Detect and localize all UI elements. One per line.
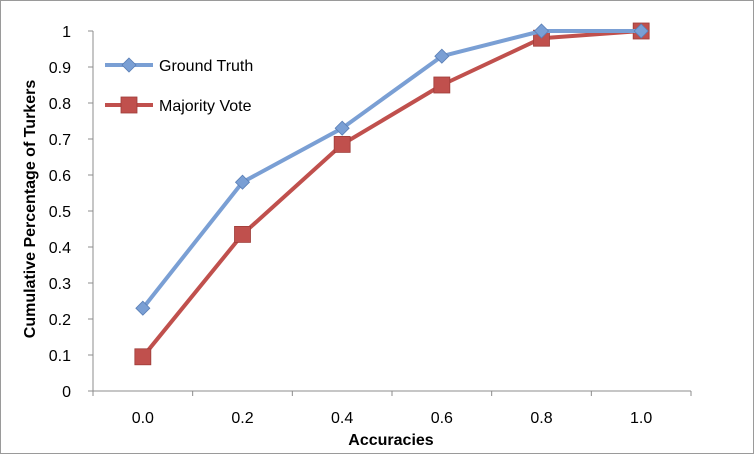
data-point bbox=[234, 225, 251, 243]
legend-swatch-marker bbox=[120, 96, 138, 114]
y-tick-label: 0.9 bbox=[49, 60, 71, 77]
x-tick-label: 1.0 bbox=[630, 410, 652, 427]
y-tick-labels: 0 0.1 0.2 0.3 0.4 0.5 0.6 0.7 0.8 0.9 1 bbox=[49, 24, 93, 401]
y-tick-label: 0.4 bbox=[49, 240, 71, 257]
x-tick-label: 0.2 bbox=[231, 410, 253, 427]
y-tick-label: 1 bbox=[62, 24, 71, 41]
data-point bbox=[234, 174, 251, 190]
legend-item: Majority Vote bbox=[105, 96, 252, 115]
data-point bbox=[533, 23, 550, 39]
legend-label: Ground Truth bbox=[159, 58, 253, 75]
y-axis-title: Cumulative Percentage of Turkers bbox=[22, 80, 39, 339]
y-tick-label: 0.6 bbox=[49, 168, 71, 185]
legend-item: Ground Truth bbox=[105, 57, 253, 75]
x-tick-label: 0.4 bbox=[331, 410, 353, 427]
data-point bbox=[433, 76, 451, 94]
y-tick-label: 0 bbox=[62, 384, 71, 401]
legend: Ground Truth Majority Vote bbox=[105, 57, 253, 115]
axes bbox=[92, 31, 691, 392]
data-point bbox=[434, 48, 450, 64]
legend-label: Majority Vote bbox=[159, 98, 252, 115]
legend-swatch-marker bbox=[121, 57, 137, 73]
series-group bbox=[134, 22, 650, 366]
x-axis-title: Accuracies bbox=[348, 432, 433, 449]
data-point bbox=[633, 23, 649, 39]
data-point bbox=[134, 348, 152, 366]
y-tick-label: 0.2 bbox=[49, 312, 71, 329]
y-tick-label: 0.1 bbox=[49, 348, 71, 365]
x-tick-label: 0.8 bbox=[530, 410, 552, 427]
x-tick-label: 0.0 bbox=[132, 410, 154, 427]
y-tick-label: 0.3 bbox=[49, 276, 71, 293]
y-tick-label: 0.8 bbox=[49, 96, 71, 113]
series-line bbox=[141, 29, 642, 359]
series-ground-truth bbox=[135, 23, 649, 316]
series-majority-vote bbox=[134, 22, 650, 366]
data-point bbox=[334, 120, 350, 136]
y-tick-label: 0.5 bbox=[49, 204, 71, 221]
y-tick-label: 0.7 bbox=[49, 132, 71, 149]
x-tick-labels: 0.0 0.2 0.4 0.6 0.8 1.0 bbox=[92, 391, 692, 427]
data-point bbox=[333, 135, 351, 153]
x-tick-label: 0.6 bbox=[431, 410, 453, 427]
data-point bbox=[135, 300, 151, 316]
series-line bbox=[141, 29, 642, 310]
